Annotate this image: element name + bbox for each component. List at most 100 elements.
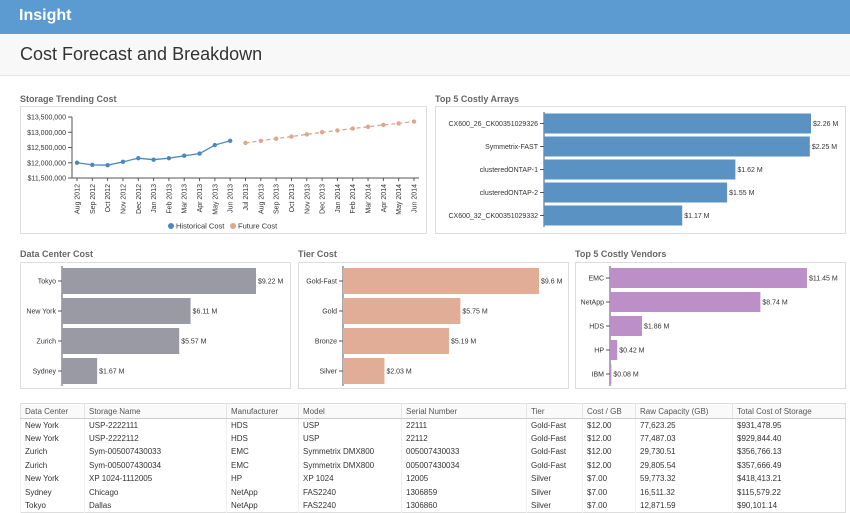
cell-storage-name: USP-2222111 bbox=[84, 418, 227, 432]
cell-data-center: Zurich bbox=[20, 458, 85, 473]
vendors-value-label: $8.74 M bbox=[762, 300, 787, 307]
tier-value-label: $2.03 M bbox=[386, 369, 411, 376]
legend-historical-marker bbox=[168, 223, 174, 229]
column-header-data-center[interactable]: Data Center bbox=[20, 403, 85, 419]
future-cost-point bbox=[289, 134, 294, 139]
cell-serial-number: 1306860 bbox=[401, 498, 527, 513]
arrays-bar bbox=[544, 113, 811, 134]
y-tick-label: $13,000,000 bbox=[27, 130, 66, 137]
column-header-cost-per-gb[interactable]: Cost / GB bbox=[582, 403, 636, 419]
cell-manufacturer: NetApp bbox=[226, 485, 299, 499]
cell-storage-name: Dallas bbox=[84, 498, 227, 513]
future-cost-line bbox=[245, 120, 415, 144]
x-tick-label: Dec 2012 bbox=[136, 184, 143, 214]
table-row[interactable]: Tokyo Dallas NetApp FAS2240 1306860 Silv… bbox=[20, 498, 846, 513]
datacenter-category-label: Tokyo bbox=[38, 279, 56, 286]
cell-tier: Silver bbox=[526, 498, 583, 513]
future-cost-point bbox=[411, 119, 417, 124]
datacenter-value-label: $9.22 M bbox=[258, 279, 283, 286]
column-header-total-cost[interactable]: Total Cost of Storage bbox=[732, 403, 846, 419]
x-tick-label: Apr 2014 bbox=[381, 184, 388, 213]
historical-cost-point bbox=[105, 162, 110, 168]
cell-tier: Silver bbox=[526, 485, 583, 499]
cell-raw-capacity: 59,773.32 bbox=[635, 472, 733, 486]
cell-raw-capacity: 29,730.51 bbox=[635, 445, 733, 459]
x-tick-label: Dec 2013 bbox=[320, 184, 327, 214]
future-cost-point bbox=[350, 126, 355, 131]
y-tick-label: $12,000,000 bbox=[27, 160, 66, 167]
table-row[interactable]: Sydney Chicago NetApp FAS2240 1306859 Si… bbox=[20, 485, 846, 499]
vendors-value-label: $11.45 M bbox=[809, 276, 838, 283]
cell-total-cost: $115,579.22 bbox=[732, 485, 846, 499]
x-tick-label: Mar 2014 bbox=[366, 184, 373, 214]
x-tick-label: Jan 2014 bbox=[335, 184, 342, 213]
table-row[interactable]: New York XP 1024-1112005 HP XP 1024 1200… bbox=[20, 472, 846, 486]
vendors-value-label: $0.08 M bbox=[613, 372, 638, 379]
top-costly-vendors-title: Top 5 Costly Vendors bbox=[575, 249, 667, 259]
storage-trending-cost-panel: $11,500,000 $12,000,000 $12,500,000 $13,000… bbox=[20, 106, 427, 234]
vendors-bar bbox=[610, 316, 643, 336]
x-tick-label: Mar 2013 bbox=[182, 184, 189, 214]
arrays-value-label: $2.25 M bbox=[812, 144, 837, 151]
storage-cost-table: Data Center Storage Name Manufacturer Mo… bbox=[20, 403, 846, 513]
data-center-cost-title: Data Center Cost bbox=[20, 249, 94, 259]
app-logo[interactable]: Insight bbox=[19, 7, 72, 24]
table-row[interactable]: New York USP-2222111 HDS USP 22111 Gold-… bbox=[20, 418, 846, 432]
x-tick-label: Apr 2013 bbox=[197, 184, 204, 213]
cell-manufacturer: HDS bbox=[226, 418, 299, 432]
vendors-bar bbox=[610, 268, 807, 288]
table-row[interactable]: New York USP-2222112 HDS USP 22112 Gold-… bbox=[20, 431, 846, 446]
cell-total-cost: $90,101.14 bbox=[732, 498, 846, 513]
cell-model: USP bbox=[298, 418, 402, 432]
tier-cost-chart: Gold-Fast $9.6 M Gold $5.75 M Bronze $5.19 M S… bbox=[306, 266, 563, 386]
cell-data-center: New York bbox=[20, 472, 85, 486]
vendors-bar bbox=[610, 340, 618, 360]
datacenter-bar bbox=[62, 298, 191, 324]
tier-value-label: $5.19 M bbox=[451, 339, 476, 346]
x-tick-label: Jun 2013 bbox=[228, 184, 235, 213]
x-tick-label: Aug 2013 bbox=[258, 184, 265, 214]
cell-serial-number: 12005 bbox=[401, 472, 527, 486]
historical-cost-point bbox=[151, 157, 156, 162]
historical-cost-point bbox=[182, 153, 187, 158]
tier-category-label: Gold bbox=[322, 309, 337, 316]
cell-serial-number: 005007430033 bbox=[401, 445, 527, 459]
storage-trending-cost-title: Storage Trending Cost bbox=[20, 94, 117, 104]
column-header-storage-name[interactable]: Storage Name bbox=[84, 403, 227, 419]
cell-storage-name: Sym-005007430033 bbox=[84, 445, 227, 459]
cell-data-center: Tokyo bbox=[20, 498, 85, 513]
cell-cost-per-gb: $7.00 bbox=[582, 485, 636, 499]
cell-raw-capacity: 29,805.54 bbox=[635, 458, 733, 473]
tier-bar bbox=[343, 328, 449, 354]
tier-category-label: Bronze bbox=[315, 339, 337, 346]
cell-raw-capacity: 12,871.59 bbox=[635, 498, 733, 513]
cell-cost-per-gb: $12.00 bbox=[582, 418, 636, 432]
cell-model: Symmetrix DMX800 bbox=[298, 458, 402, 473]
column-header-model[interactable]: Model bbox=[298, 403, 402, 419]
legend-historical-label: Historical Cost bbox=[176, 222, 225, 231]
arrays-category-label: clusteredONTAP-2 bbox=[480, 190, 538, 197]
y-tick-label: $12,500,000 bbox=[27, 145, 66, 152]
arrays-category-label: clusteredONTAP-1 bbox=[480, 167, 538, 174]
storage-trending-cost-chart: $11,500,000 $12,000,000 $12,500,000 $13,000… bbox=[27, 115, 419, 231]
cell-total-cost: $357,666.49 bbox=[732, 458, 846, 473]
x-tick-label: Sep 2013 bbox=[274, 184, 281, 214]
column-header-tier[interactable]: Tier bbox=[526, 403, 583, 419]
column-header-manufacturer[interactable]: Manufacturer bbox=[226, 403, 299, 419]
datacenter-category-label: Sydney bbox=[33, 369, 57, 376]
arrays-value-label: $2.26 M bbox=[813, 121, 838, 128]
table-row[interactable]: Zurich Sym-005007430034 EMC Symmetrix DM… bbox=[20, 458, 846, 473]
column-header-raw-capacity[interactable]: Raw Capacity (GB) bbox=[635, 403, 733, 419]
datacenter-value-label: $6.11 M bbox=[193, 309, 218, 316]
datacenter-bar bbox=[62, 268, 256, 294]
x-tick-label: Oct 2012 bbox=[105, 184, 112, 213]
vendors-value-label: $0.42 M bbox=[619, 348, 644, 355]
future-cost-point bbox=[381, 122, 386, 128]
cell-tier: Gold-Fast bbox=[526, 458, 583, 473]
cell-total-cost: $929,844.40 bbox=[732, 431, 846, 446]
table-row[interactable]: Zurich Sym-005007430033 EMC Symmetrix DM… bbox=[20, 445, 846, 459]
historical-cost-point bbox=[212, 142, 218, 148]
column-header-serial-number[interactable]: Serial Number bbox=[401, 403, 527, 419]
historical-cost-point bbox=[166, 155, 172, 161]
cell-model: FAS2240 bbox=[298, 485, 402, 499]
